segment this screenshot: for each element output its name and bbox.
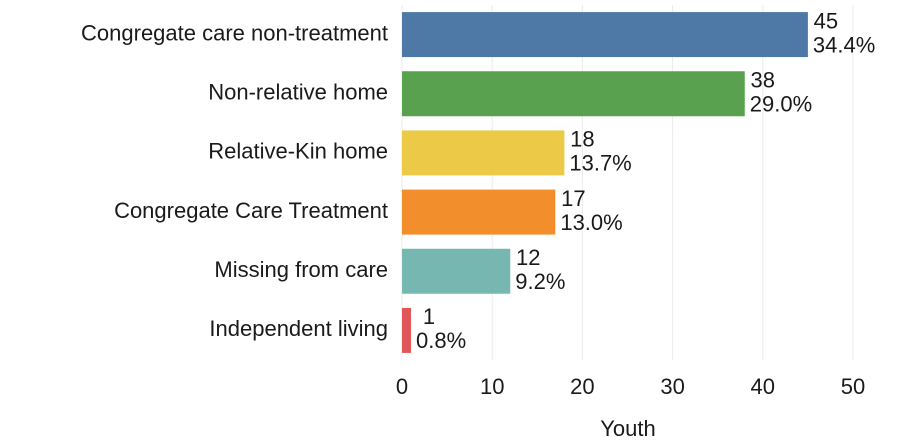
- bar: [402, 307, 412, 353]
- y-tick-label: Congregate care non-treatment: [81, 20, 388, 45]
- y-tick-label: Missing from care: [214, 257, 388, 282]
- bar: [402, 248, 511, 294]
- value-label: 17: [561, 186, 585, 211]
- x-axis-label: Youth: [600, 416, 655, 441]
- x-tick-label: 0: [396, 374, 408, 399]
- x-tick-label: 50: [841, 374, 865, 399]
- x-tick-label: 40: [751, 374, 775, 399]
- y-tick-label: Relative-Kin home: [208, 139, 388, 164]
- share-label: 0.8%: [416, 328, 466, 353]
- value-label: 1: [423, 304, 435, 329]
- y-tick-label: Non-relative home: [208, 80, 388, 105]
- bar: [402, 130, 565, 176]
- x-tick-label: 20: [570, 374, 594, 399]
- bar: [402, 12, 808, 58]
- x-tick-label: 10: [480, 374, 504, 399]
- value-label: 12: [516, 245, 540, 270]
- share-label: 13.0%: [560, 210, 622, 235]
- value-label: 38: [751, 68, 775, 93]
- bar: [402, 71, 745, 117]
- share-label: 13.7%: [569, 151, 631, 176]
- share-label: 29.0%: [750, 92, 812, 117]
- value-label: 18: [570, 127, 594, 152]
- y-tick-label: Independent living: [209, 316, 388, 341]
- share-label: 9.2%: [515, 269, 565, 294]
- bar: [402, 189, 556, 235]
- x-tick-label: 30: [660, 374, 684, 399]
- y-tick-label: Congregate Care Treatment: [114, 198, 388, 223]
- share-label: 34.4%: [813, 32, 875, 57]
- value-label: 45: [814, 8, 838, 33]
